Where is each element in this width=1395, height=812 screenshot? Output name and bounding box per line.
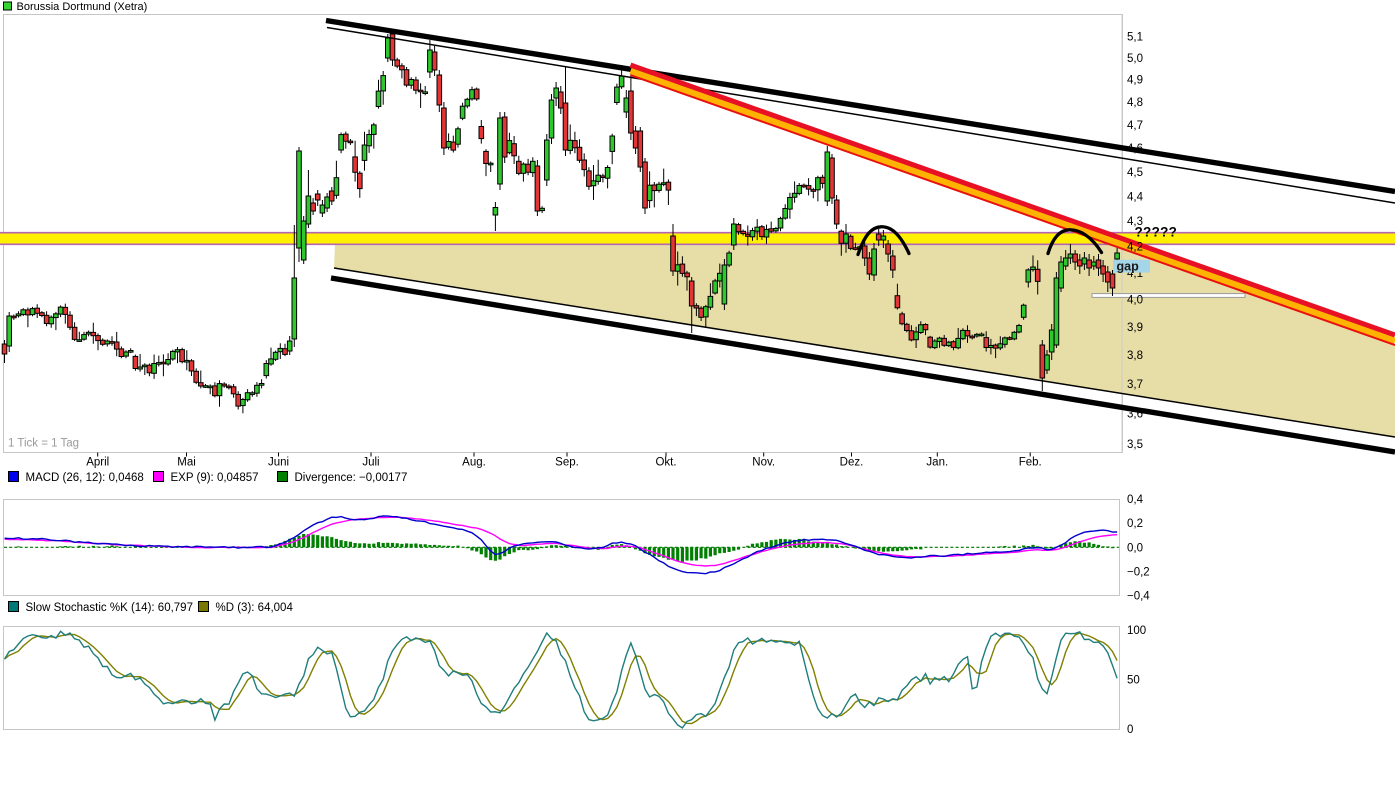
svg-text:Slow Stochastic %K (14): 60,79: Slow Stochastic %K (14): 60,797 [26,602,193,614]
svg-text:Juni: Juni [268,457,289,469]
svg-text:0,2: 0,2 [1127,518,1143,530]
svg-text:−0,2: −0,2 [1127,566,1150,578]
svg-text:Dez.: Dez. [840,457,864,469]
svg-text:Juli: Juli [362,457,379,469]
svg-text:EXP (9): 0,04857: EXP (9): 0,04857 [171,472,259,484]
svg-text:0: 0 [1127,724,1133,736]
svg-text:?????: ????? [1135,225,1178,240]
svg-text:3,9: 3,9 [1127,322,1143,334]
svg-text:3,7: 3,7 [1127,379,1143,391]
svg-text:Mai: Mai [177,457,196,469]
svg-text:Jan.: Jan. [926,457,948,469]
svg-text:0,0: 0,0 [1127,542,1143,554]
svg-text:gap: gap [1117,260,1140,274]
svg-text:−0,4: −0,4 [1127,591,1150,603]
svg-text:1 Tick = 1 Tag: 1 Tick = 1 Tag [8,438,79,450]
svg-text:3,6: 3,6 [1127,409,1143,421]
svg-text:3,5: 3,5 [1127,439,1143,451]
svg-text:5,1: 5,1 [1127,31,1143,43]
svg-text:Nov.: Nov. [752,457,775,469]
svg-text:Feb.: Feb. [1019,457,1042,469]
svg-text:April: April [86,457,109,469]
svg-text:0,4: 0,4 [1127,494,1144,506]
svg-text:Divergence: −0,00177: Divergence: −0,00177 [295,472,408,484]
svg-text:4,5: 4,5 [1127,167,1143,179]
svg-text:4,2: 4,2 [1127,242,1143,254]
svg-text:5,0: 5,0 [1127,53,1143,65]
svg-text:4,7: 4,7 [1127,120,1143,132]
svg-text:4,8: 4,8 [1127,97,1143,109]
svg-text:MACD (26, 12): 0,0468: MACD (26, 12): 0,0468 [26,472,144,484]
svg-text:Aug.: Aug. [462,457,486,469]
svg-text:Borussia Dortmund (Xetra): Borussia Dortmund (Xetra) [17,1,148,13]
svg-text:4,6: 4,6 [1127,143,1143,155]
svg-text:4,9: 4,9 [1127,75,1143,87]
svg-text:4,0: 4,0 [1127,295,1143,307]
svg-text:%D (3): 64,004: %D (3): 64,004 [216,602,294,614]
svg-text:4,4: 4,4 [1127,191,1144,203]
svg-text:100: 100 [1127,625,1146,637]
svg-text:Okt.: Okt. [655,457,676,469]
svg-text:Sep.: Sep. [555,457,579,469]
svg-text:3,8: 3,8 [1127,350,1143,362]
svg-text:50: 50 [1127,674,1140,686]
